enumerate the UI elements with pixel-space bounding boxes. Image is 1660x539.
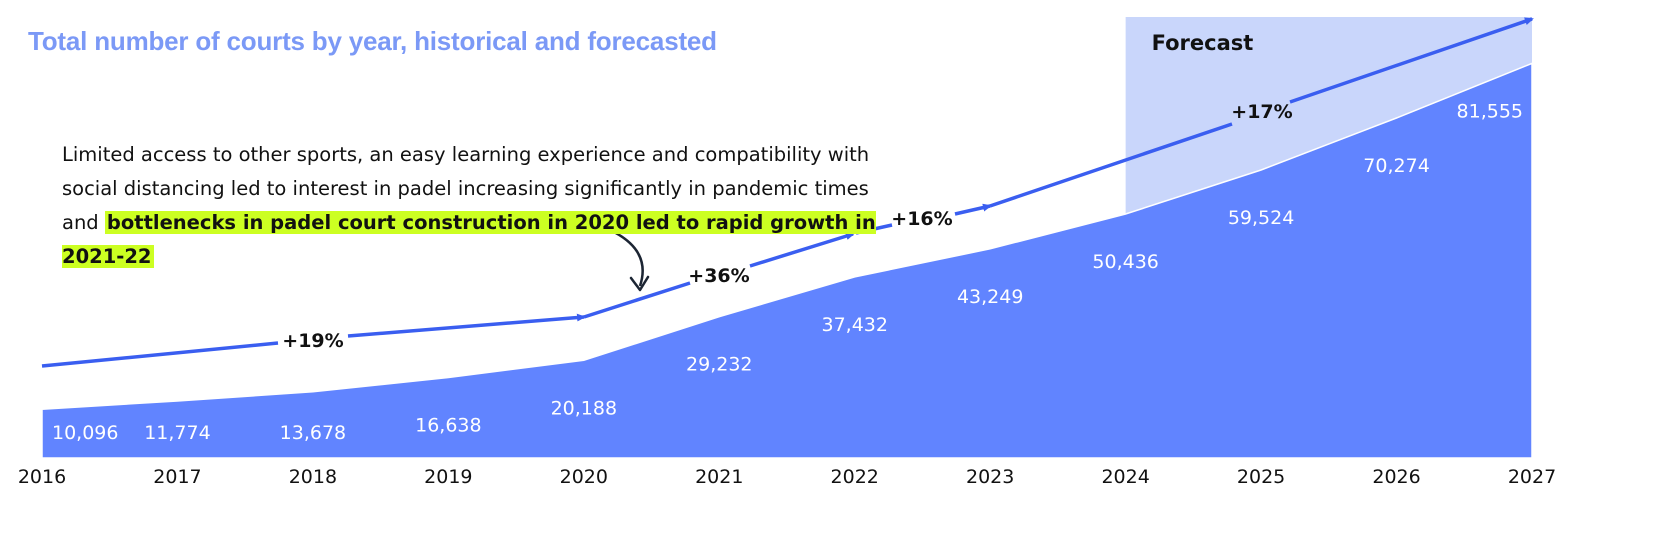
forecast-label: Forecast [1152, 31, 1254, 55]
annotation-highlight: bottlenecks in padel court construction … [62, 211, 876, 268]
x-tick-2024: 2024 [1101, 466, 1149, 488]
x-tick-2016: 2016 [18, 466, 66, 488]
x-tick-2025: 2025 [1237, 466, 1285, 488]
x-tick-2017: 2017 [153, 466, 201, 488]
x-tick-2026: 2026 [1372, 466, 1420, 488]
value-label-2016: 10,096 [52, 422, 118, 444]
x-tick-2019: 2019 [424, 466, 472, 488]
growth-arrow-2016-2020-start [41, 341, 279, 368]
growth-arrow-2020-2022-start [583, 281, 691, 319]
x-tick-2020: 2020 [560, 466, 608, 488]
growth-arrow-2023-2027-end [1289, 17, 1534, 104]
growth-label-2020-2022: +36% [688, 265, 749, 287]
value-label-2024: 50,436 [1092, 251, 1158, 273]
growth-label-2022-2023: +16% [891, 208, 952, 230]
value-label-2017: 11,774 [144, 422, 210, 444]
growth-arrow-2023-2027-start [989, 122, 1233, 208]
growth-label-2016-2020: +19% [282, 330, 343, 352]
value-label-2022: 37,432 [821, 314, 887, 336]
value-label-2019: 16,638 [415, 415, 481, 437]
x-tick-2023: 2023 [966, 466, 1014, 488]
value-label-2020: 20,188 [551, 397, 617, 419]
growth-arrow-2016-2020-end [347, 313, 586, 338]
growth-arrow-2020-2022-end [749, 232, 855, 268]
annotation-body: Limited access to other sports, an easy … [62, 143, 870, 234]
x-tick-2021: 2021 [695, 466, 743, 488]
growth-label-2024-2027: +17% [1231, 101, 1292, 123]
value-label-2025: 59,524 [1228, 207, 1294, 229]
courts-area-series [41, 62, 1533, 459]
chart-title: Total number of courts by year, historic… [28, 26, 717, 56]
x-tick-2027: 2027 [1508, 466, 1556, 488]
x-tick-2022: 2022 [831, 466, 879, 488]
annotation-arrowhead [629, 275, 650, 292]
value-label-2021: 29,232 [686, 354, 752, 376]
value-label-2018: 13,678 [280, 422, 346, 444]
x-tick-2018: 2018 [289, 466, 337, 488]
value-label-2023: 43,249 [957, 286, 1023, 308]
growth-arrow-2022-2023-end [954, 203, 992, 216]
value-label-2027: 81,555 [1457, 100, 1523, 122]
value-label-2026: 70,274 [1363, 155, 1429, 177]
annotation-text: Limited access to other sports, an easy … [62, 138, 892, 274]
